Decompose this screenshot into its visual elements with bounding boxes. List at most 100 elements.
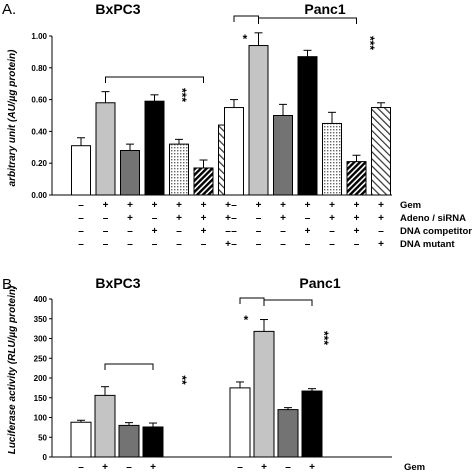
panel-0-significance-stars: *** — [363, 36, 377, 50]
panel-0-sign: – — [225, 226, 231, 237]
panel-b-group-1-title: BxPC3 — [95, 275, 140, 291]
panel-0-sign: + — [378, 239, 384, 250]
panel-0-sign: + — [103, 200, 109, 211]
panel-0-sign: – — [176, 226, 182, 237]
panel-0-sign: – — [305, 239, 311, 250]
panel-b-letter: B. — [2, 276, 16, 293]
panel-1-y-tick-label: 150 — [34, 394, 48, 403]
panel-0-sign: + — [329, 200, 335, 211]
panel-0-sign: – — [354, 239, 360, 250]
panel-1-y-tick-label: 0 — [43, 453, 48, 462]
panel-0-row-label: Adeno / siRNA — [400, 213, 466, 224]
panel-0-sign: + — [225, 239, 231, 250]
panel-a-y-axis-label: arbitrary unit (AU/µg protein) — [7, 49, 18, 187]
panel-0-sign: + — [127, 213, 133, 224]
panel-1-sign: – — [126, 462, 132, 473]
panel-0-significance-bracket — [233, 15, 259, 22]
panel-0-bxpc3-bar — [71, 145, 91, 196]
panel-0-y-tick-label: 0.40 — [31, 127, 47, 136]
panel-1-y-tick-label: 250 — [34, 354, 48, 363]
panel-b-group-2-title: Panc1 — [299, 275, 340, 291]
panel-0-sign: + — [378, 213, 384, 224]
panel-0-panc1-bar — [224, 107, 244, 196]
panel-0-y-tick-label: 1.00 — [31, 32, 47, 41]
panel-0-sign: – — [378, 226, 384, 237]
panel-0-sign: + — [305, 200, 311, 211]
panel-0-y-tick-label: 0.60 — [31, 96, 47, 105]
panel-0-sign: + — [354, 213, 360, 224]
panel-0-sign: + — [280, 200, 286, 211]
panel-0-sign: + — [354, 226, 360, 237]
panel-0-bxpc3-bar — [95, 102, 116, 196]
panel-1-y-tick-label: 200 — [34, 374, 48, 383]
panel-0-sign: – — [103, 239, 109, 250]
panel-0-bxpc3-bar — [169, 143, 189, 196]
panel-1-y-tick-label: 350 — [34, 315, 48, 324]
panel-1-y-tick-label: 100 — [34, 414, 48, 423]
panel-1-panc1-bar — [229, 387, 251, 458]
panel-0-sign: – — [231, 239, 237, 250]
panel-0-sign: – — [231, 226, 237, 237]
panel-1-sign: + — [309, 462, 315, 473]
panel-0-significance-bracket — [105, 76, 204, 83]
panel-0-sign: – — [127, 226, 133, 237]
panel-1-bxpc3-bar — [142, 426, 164, 458]
panel-1-significance-bracket — [239, 297, 265, 304]
panel-0-y-tick-label: 0.20 — [31, 159, 47, 168]
panel-1-y-tick-label: 50 — [38, 433, 47, 442]
plot-layer: 0.000.200.400.600.801.00– + + + + + +– – + – + + +– –… — [31, 15, 472, 473]
panel-0-sign: – — [329, 239, 335, 250]
panel-0-panc1-bar — [248, 45, 269, 196]
panel-0-panc1-bar — [273, 115, 293, 196]
panel-0-sign: + — [256, 200, 262, 211]
panel-0-sign: – — [103, 226, 109, 237]
panel-0-y-tick-label: 0.80 — [31, 64, 47, 73]
panel-0-sign: + — [225, 200, 231, 211]
panel-0-sign: – — [256, 226, 262, 237]
panel-1-sign: + — [150, 462, 156, 473]
panel-0-y-tick-label: 0.00 — [31, 191, 47, 200]
panel-0-sign: + — [201, 213, 207, 224]
panel-1-panc1-bar — [253, 330, 275, 458]
panel-0-sign: – — [103, 213, 109, 224]
panel-0-sign: + — [152, 226, 158, 237]
panel-0-row-label: DNA mutant — [400, 239, 455, 250]
panel-0-row-label: DNA competitor — [400, 226, 472, 237]
panel-0-sign: – — [152, 239, 158, 250]
panel-0-sign: + — [354, 200, 360, 211]
panel-0-sign: + — [201, 226, 207, 237]
panel-1-sign: + — [261, 462, 267, 473]
panel-0-sign: + — [280, 213, 286, 224]
panel-1-sign: – — [237, 462, 243, 473]
panel-0-significance-bracket — [258, 17, 357, 24]
panel-1-significance-bracket — [104, 363, 154, 370]
panel-b-y-axis-label: Luciferase activity (RLU/µg protein) — [7, 285, 18, 454]
panel-1-bxpc3-bar — [70, 421, 92, 458]
panel-0-significance-stars: * — [243, 32, 248, 46]
panel-1-sign: – — [78, 462, 84, 473]
panel-0-sign: + — [329, 213, 335, 224]
panel-1-panc1-bar — [277, 409, 299, 458]
panel-0-panc1-bar — [371, 107, 391, 196]
panel-0-sign: – — [78, 226, 84, 237]
panel-0-sign: + — [201, 200, 207, 211]
panel-1-significance-stars: * — [244, 313, 249, 327]
panel-0-sign: – — [78, 200, 84, 211]
panel-0-sign: + — [127, 200, 133, 211]
panel-a-group-2-title: Panc1 — [304, 1, 345, 17]
panel-1-sign: – — [285, 462, 291, 473]
panel-0-row-label: Gem — [400, 200, 421, 211]
panel-1-sign: + — [102, 462, 108, 473]
panel-1-significance-stars: *** — [317, 331, 331, 345]
panel-a-group-1-title: BxPC3 — [95, 1, 140, 17]
panel-0-sign: – — [280, 239, 286, 250]
panel-0-sign: – — [127, 239, 133, 250]
panel-0-sign: – — [305, 213, 311, 224]
panel-0-sign: – — [176, 239, 182, 250]
panel-0-sign: – — [280, 226, 286, 237]
panel-0-significance-stars: *** — [175, 88, 189, 102]
panel-a-letter: A. — [2, 1, 16, 18]
panel-1-significance-stars: ** — [175, 375, 189, 385]
panel-0-sign: + — [176, 200, 182, 211]
panel-0-sign: – — [256, 213, 262, 224]
